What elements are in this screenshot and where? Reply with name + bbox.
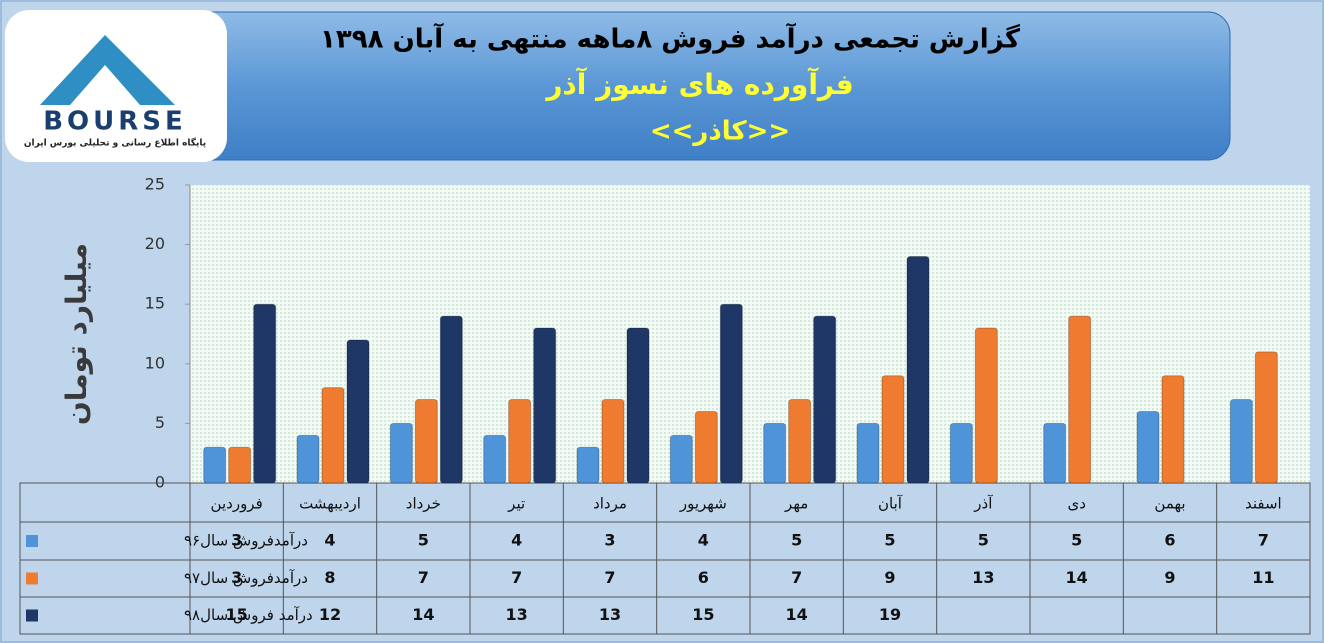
bar (763, 422, 787, 484)
bar (669, 434, 693, 484)
legend-swatch (26, 535, 38, 547)
bar (1068, 315, 1092, 484)
bar (508, 399, 532, 484)
bar (974, 327, 998, 484)
y-axis-label: میلیارد تومان (60, 243, 93, 425)
bar (949, 422, 973, 484)
legend-label: درآمدفروش سال۹۶ (184, 532, 308, 550)
table-value: 13 (506, 605, 528, 624)
table-value: 13 (972, 568, 994, 587)
table-value: 7 (418, 568, 429, 587)
bar (533, 327, 557, 484)
chart-subtitle2: <<کاذر>> (650, 117, 790, 147)
table-value: 7 (1258, 531, 1269, 550)
chart-title: گزارش تجمعی درآمد فروش ۸ماهه منتهی به آب… (320, 23, 1021, 55)
table-value: 12 (319, 605, 341, 624)
x-tick-label: تیر (507, 495, 525, 513)
x-tick-label: شهریور (679, 495, 727, 513)
bar (228, 446, 252, 484)
table-value: 5 (978, 531, 989, 550)
bar (414, 399, 438, 484)
table-value: 14 (786, 605, 808, 624)
table-value: 15 (226, 605, 248, 624)
x-tick-label: آذر (973, 495, 993, 513)
x-tick-label: مرداد (593, 495, 627, 513)
legend-swatch (26, 609, 38, 622)
x-tick-label: اسفند (1245, 495, 1282, 513)
table-value: 9 (884, 568, 895, 587)
logo-icon (40, 35, 175, 105)
x-tick-label: دی (1067, 495, 1085, 513)
x-tick-label: خرداد (406, 495, 441, 513)
table-value: 7 (791, 568, 802, 587)
chart-subtitle: فرآورده های نسوز آذر (544, 67, 853, 101)
logo-text: BOURSE (43, 107, 187, 137)
logo-subtitle: پایگاه اطلاع رسانی و تحلیلی بورس ایران (24, 137, 206, 149)
bar (626, 327, 650, 484)
bar (296, 434, 320, 484)
table-value: 3 (231, 568, 242, 587)
legend-swatch (26, 572, 38, 585)
table-value: 3 (604, 531, 615, 550)
bar (813, 315, 837, 484)
bar (906, 256, 930, 484)
bar (389, 422, 413, 484)
legend-label: درآمد فروش سال۹۸ (184, 606, 313, 624)
table-value: 4 (511, 531, 522, 550)
y-tick-label: 20 (145, 234, 165, 253)
table-value: 4 (698, 531, 709, 550)
bar (1229, 399, 1253, 484)
table-value: 5 (1071, 531, 1082, 550)
table-value: 4 (324, 531, 335, 550)
y-tick-label: 5 (155, 413, 165, 432)
plot-area (190, 185, 1310, 483)
table-value: 14 (1066, 568, 1088, 587)
legend-label: درآمدفروش سال۹۷ (184, 569, 308, 587)
bar (601, 399, 625, 484)
table-value: 19 (879, 605, 901, 624)
table-value: 5 (791, 531, 802, 550)
x-tick-label: بهمن (1154, 495, 1185, 513)
bar (346, 339, 370, 484)
table-value: 6 (698, 568, 709, 587)
table-value: 5 (884, 531, 895, 550)
bar (856, 422, 880, 484)
bar (788, 399, 812, 484)
table-value: 8 (324, 568, 335, 587)
bar (1254, 351, 1278, 484)
table-value: 6 (1164, 531, 1175, 550)
y-tick-label: 10 (145, 353, 165, 372)
bar (203, 446, 227, 484)
bar (1043, 422, 1067, 484)
table-value: 3 (231, 531, 242, 550)
table-value: 13 (599, 605, 621, 624)
table-value: 14 (412, 605, 434, 624)
bar (881, 375, 905, 484)
table-value: 5 (418, 531, 429, 550)
bar (1161, 375, 1185, 484)
table-value: 7 (604, 568, 615, 587)
table-value: 9 (1164, 568, 1175, 587)
y-tick-label: 15 (145, 294, 165, 313)
x-tick-label: اردیبهشت (299, 495, 361, 513)
logo-box (5, 10, 227, 162)
bar (439, 315, 463, 484)
bar (1136, 410, 1160, 484)
x-tick-label: مهر (784, 495, 808, 513)
y-tick-label: 0 (155, 473, 165, 492)
bar (321, 387, 345, 484)
x-tick-label: آبان (878, 495, 903, 513)
table-value: 11 (1252, 568, 1274, 587)
table-value: 15 (692, 605, 714, 624)
table-value: 7 (511, 568, 522, 587)
bar (719, 303, 743, 484)
bar (253, 303, 277, 484)
bar (576, 446, 600, 484)
y-tick-label: 25 (145, 175, 165, 194)
bar (694, 410, 718, 484)
x-tick-label: فروردین (211, 495, 263, 513)
bar (483, 434, 507, 484)
